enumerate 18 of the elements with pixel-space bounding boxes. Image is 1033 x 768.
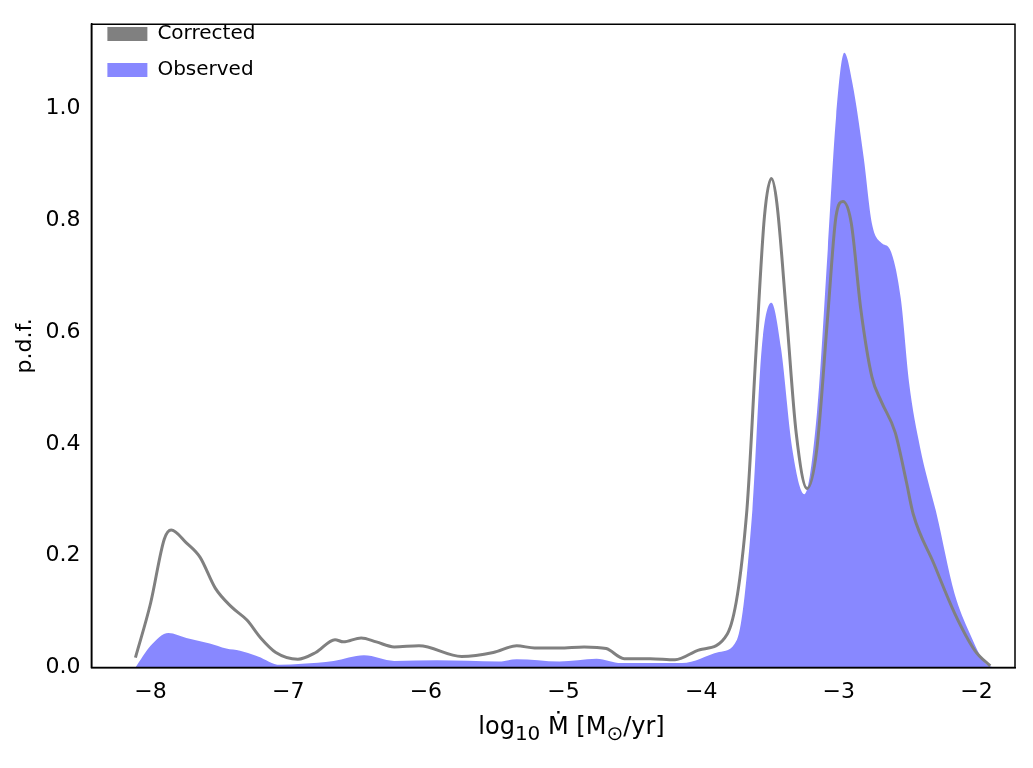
x-tick-label: −4 bbox=[684, 677, 718, 703]
y-tick-label: 0.6 bbox=[45, 317, 81, 343]
legend-label: Corrected bbox=[157, 20, 256, 45]
x-tick-label: −2 bbox=[960, 677, 993, 703]
legend-label: Observed bbox=[157, 56, 254, 81]
y-tick-label: 1.0 bbox=[45, 93, 81, 119]
x-tick-label: −8 bbox=[134, 677, 167, 703]
x-tick-label: −6 bbox=[409, 677, 443, 703]
y-tick-label: 0.0 bbox=[45, 653, 81, 679]
y-axis-title: p.d.f. bbox=[10, 318, 36, 374]
y-tick-label: 0.4 bbox=[45, 429, 81, 455]
x-tick-label: −3 bbox=[822, 677, 856, 703]
y-tick-label: 0.8 bbox=[45, 205, 81, 231]
x-axis-title: log$_{10}$ Ṁ [M$_{⊙}$/yr] bbox=[477, 712, 666, 745]
y-tick-label: 0.2 bbox=[45, 541, 81, 567]
line-series bbox=[133, 177, 992, 668]
x-tick-label: −7 bbox=[272, 677, 305, 703]
x-tick-label: −5 bbox=[547, 677, 580, 703]
